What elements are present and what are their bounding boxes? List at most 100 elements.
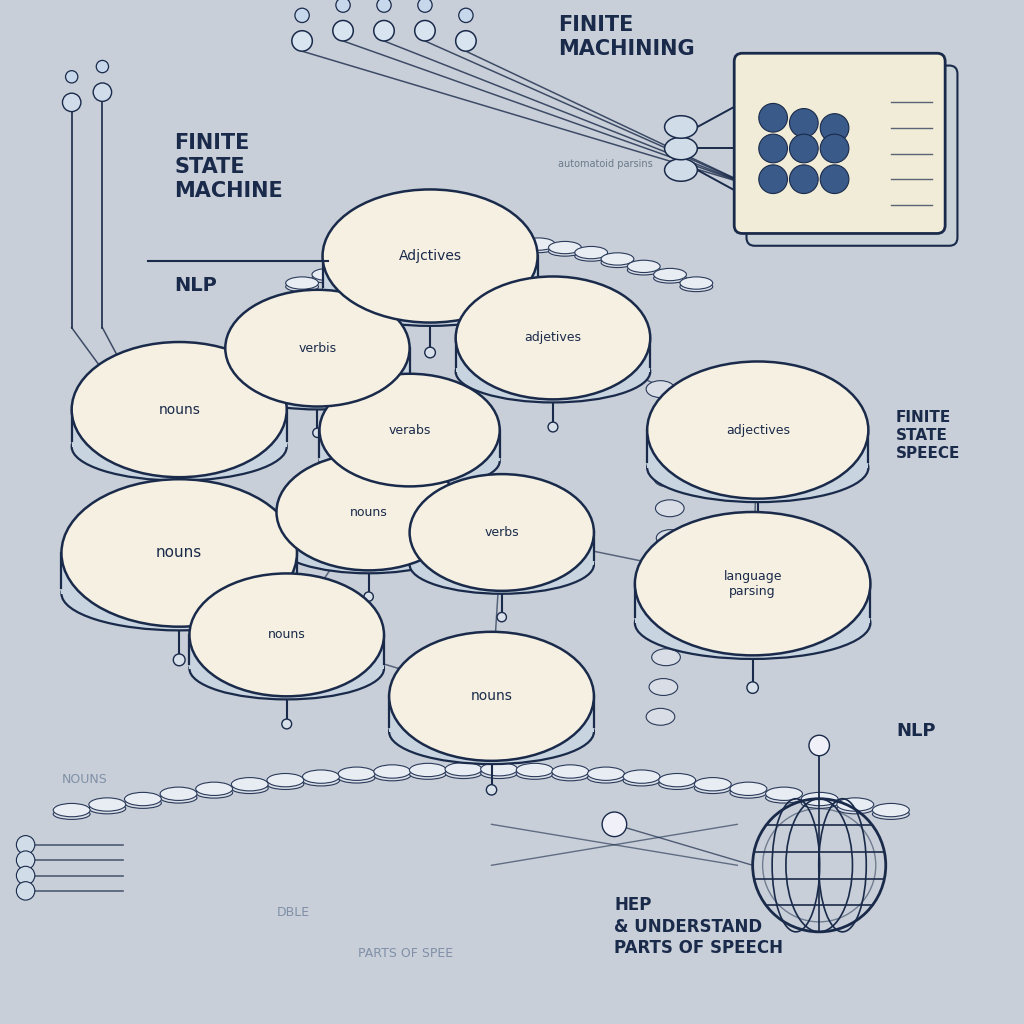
Circle shape bbox=[292, 31, 312, 51]
Ellipse shape bbox=[654, 618, 683, 636]
Ellipse shape bbox=[389, 632, 594, 761]
Ellipse shape bbox=[391, 247, 424, 259]
Ellipse shape bbox=[319, 433, 500, 489]
Ellipse shape bbox=[647, 361, 868, 499]
Ellipse shape bbox=[651, 649, 680, 666]
Polygon shape bbox=[276, 512, 461, 544]
Ellipse shape bbox=[225, 351, 410, 410]
Circle shape bbox=[790, 134, 818, 163]
Ellipse shape bbox=[837, 803, 873, 814]
Ellipse shape bbox=[654, 470, 683, 487]
Ellipse shape bbox=[837, 798, 873, 811]
Circle shape bbox=[173, 654, 185, 666]
Polygon shape bbox=[125, 795, 162, 803]
Ellipse shape bbox=[496, 241, 528, 251]
Polygon shape bbox=[647, 430, 868, 468]
Circle shape bbox=[62, 93, 81, 112]
Circle shape bbox=[809, 735, 829, 756]
Ellipse shape bbox=[231, 783, 268, 794]
Ellipse shape bbox=[522, 238, 555, 250]
Text: nouns: nouns bbox=[268, 629, 305, 641]
Polygon shape bbox=[552, 768, 589, 775]
Ellipse shape bbox=[549, 247, 582, 256]
Ellipse shape bbox=[410, 536, 594, 594]
Text: NOUNS: NOUNS bbox=[61, 773, 108, 786]
Ellipse shape bbox=[443, 243, 476, 253]
Polygon shape bbox=[516, 766, 553, 774]
Ellipse shape bbox=[601, 253, 634, 265]
Ellipse shape bbox=[588, 772, 625, 783]
Ellipse shape bbox=[496, 237, 528, 249]
Polygon shape bbox=[658, 776, 695, 784]
Ellipse shape bbox=[417, 242, 450, 254]
Ellipse shape bbox=[665, 159, 697, 181]
Ellipse shape bbox=[365, 253, 397, 265]
Text: HEP
& UNDERSTAND
PARTS OF SPEECH: HEP & UNDERSTAND PARTS OF SPEECH bbox=[614, 896, 783, 957]
Ellipse shape bbox=[522, 243, 555, 253]
Text: verabs: verabs bbox=[388, 424, 431, 436]
Ellipse shape bbox=[267, 773, 304, 786]
Polygon shape bbox=[374, 768, 411, 775]
Ellipse shape bbox=[89, 798, 126, 811]
Ellipse shape bbox=[658, 779, 695, 790]
Ellipse shape bbox=[196, 782, 232, 796]
Ellipse shape bbox=[872, 809, 909, 819]
Polygon shape bbox=[319, 430, 500, 461]
Circle shape bbox=[486, 784, 497, 795]
Circle shape bbox=[418, 0, 432, 12]
Ellipse shape bbox=[312, 273, 345, 283]
Ellipse shape bbox=[225, 290, 410, 407]
Ellipse shape bbox=[338, 265, 371, 275]
Ellipse shape bbox=[628, 265, 660, 275]
Text: verbs: verbs bbox=[484, 526, 519, 539]
Ellipse shape bbox=[286, 282, 318, 292]
Ellipse shape bbox=[680, 276, 713, 289]
Circle shape bbox=[459, 8, 473, 23]
Text: NLP: NLP bbox=[896, 722, 936, 740]
Circle shape bbox=[406, 507, 414, 516]
Ellipse shape bbox=[635, 588, 870, 659]
Polygon shape bbox=[624, 773, 660, 780]
Ellipse shape bbox=[647, 433, 868, 502]
Ellipse shape bbox=[338, 260, 371, 272]
Ellipse shape bbox=[655, 500, 684, 517]
Ellipse shape bbox=[549, 242, 582, 254]
Polygon shape bbox=[730, 784, 767, 793]
Circle shape bbox=[16, 836, 35, 854]
Ellipse shape bbox=[72, 342, 287, 477]
Ellipse shape bbox=[872, 804, 909, 817]
Polygon shape bbox=[410, 766, 446, 774]
Ellipse shape bbox=[61, 479, 297, 627]
Ellipse shape bbox=[417, 247, 450, 256]
Ellipse shape bbox=[665, 137, 697, 160]
Ellipse shape bbox=[601, 258, 634, 267]
Circle shape bbox=[336, 0, 350, 12]
Ellipse shape bbox=[323, 259, 538, 326]
Ellipse shape bbox=[656, 559, 685, 577]
Text: FINITE
STATE
MACHINE: FINITE STATE MACHINE bbox=[174, 133, 283, 201]
Ellipse shape bbox=[694, 783, 731, 794]
Text: nouns: nouns bbox=[471, 689, 512, 703]
Ellipse shape bbox=[323, 189, 538, 323]
Circle shape bbox=[16, 882, 35, 900]
Ellipse shape bbox=[445, 763, 482, 776]
Ellipse shape bbox=[574, 247, 607, 259]
Text: automatoid parsins: automatoid parsins bbox=[558, 159, 653, 169]
Circle shape bbox=[16, 851, 35, 869]
Circle shape bbox=[66, 71, 78, 83]
Text: nouns: nouns bbox=[159, 402, 200, 417]
Ellipse shape bbox=[89, 803, 126, 814]
Ellipse shape bbox=[389, 699, 594, 764]
Ellipse shape bbox=[276, 454, 461, 570]
Text: Adjctives: Adjctives bbox=[398, 249, 462, 263]
Ellipse shape bbox=[730, 782, 767, 796]
Polygon shape bbox=[323, 256, 538, 293]
Circle shape bbox=[333, 20, 353, 41]
Circle shape bbox=[282, 719, 292, 729]
Polygon shape bbox=[837, 801, 873, 809]
Polygon shape bbox=[225, 348, 410, 380]
Ellipse shape bbox=[624, 770, 660, 783]
Ellipse shape bbox=[801, 793, 838, 806]
Ellipse shape bbox=[574, 251, 607, 261]
Ellipse shape bbox=[694, 777, 731, 791]
